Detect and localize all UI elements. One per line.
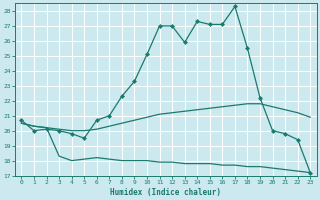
X-axis label: Humidex (Indice chaleur): Humidex (Indice chaleur) xyxy=(110,188,221,197)
